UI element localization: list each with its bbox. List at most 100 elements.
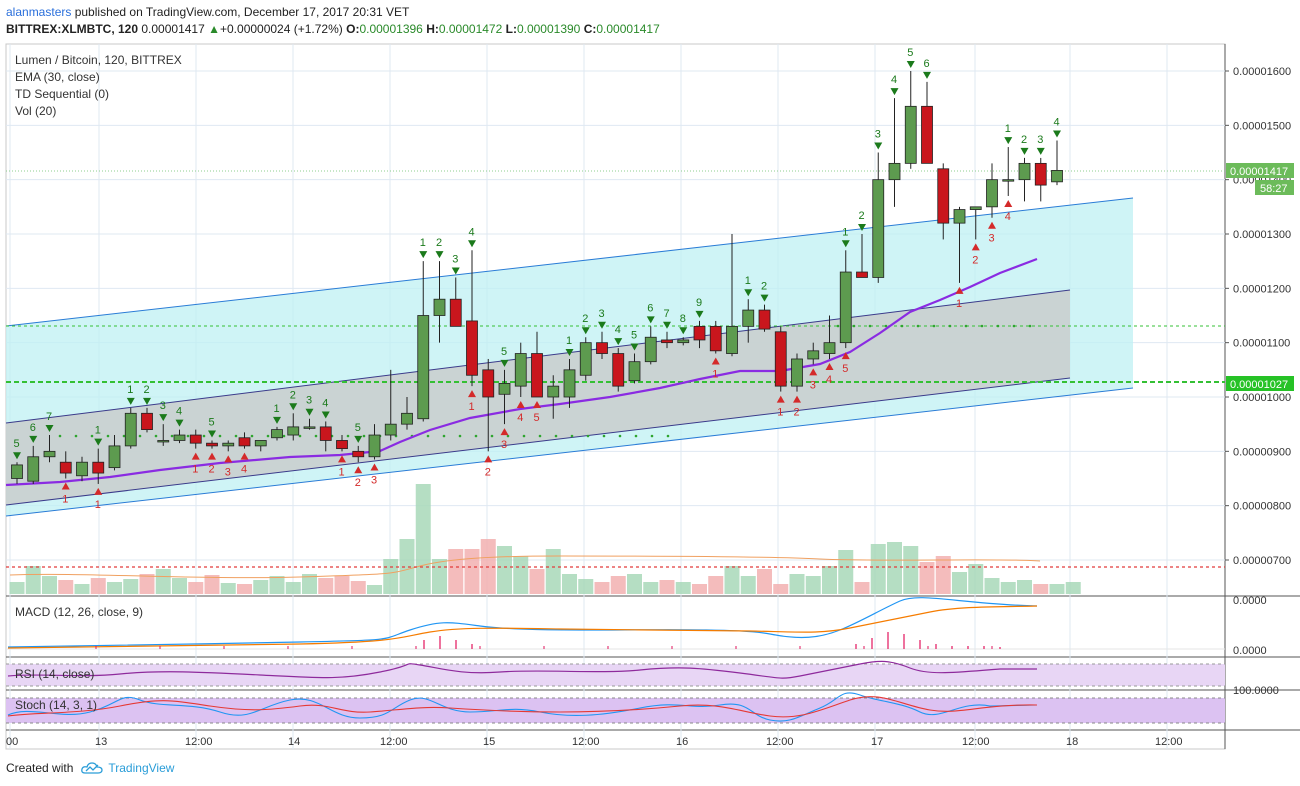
td-sell-count-label: 9 bbox=[696, 297, 702, 309]
volume-bar bbox=[285, 582, 301, 594]
time-tick-label: 18 bbox=[1066, 736, 1078, 748]
candle-body[interactable] bbox=[774, 331, 787, 387]
candle-body[interactable] bbox=[43, 450, 56, 458]
candle-body[interactable] bbox=[336, 440, 348, 450]
price-tick-label: 0.00001500 bbox=[1233, 120, 1291, 132]
author-link[interactable]: alanmasters bbox=[6, 5, 72, 19]
td-sell-setup-marker bbox=[841, 240, 850, 248]
candle-body[interactable] bbox=[157, 440, 170, 443]
footer: Created with TradingView bbox=[6, 761, 174, 775]
volume-bar bbox=[984, 578, 1000, 594]
last-price-tag-text: 0.00001417 bbox=[1230, 166, 1288, 178]
candle-body[interactable] bbox=[1018, 162, 1031, 181]
candle-body[interactable] bbox=[791, 358, 803, 387]
candle-body[interactable] bbox=[921, 105, 933, 164]
candle-body[interactable] bbox=[108, 445, 121, 469]
candle-body[interactable] bbox=[124, 412, 137, 447]
candle-body[interactable] bbox=[888, 162, 901, 181]
candle-body[interactable] bbox=[709, 325, 722, 352]
candle-body[interactable] bbox=[677, 339, 690, 344]
candle-body[interactable] bbox=[141, 412, 153, 430]
td-sell-setup-marker bbox=[29, 435, 38, 443]
candle-body[interactable] bbox=[76, 461, 88, 477]
candle-body[interactable] bbox=[514, 353, 527, 387]
candle-body[interactable] bbox=[384, 423, 397, 436]
open-value: 0.00001396 bbox=[359, 22, 423, 36]
candle-body[interactable] bbox=[839, 271, 852, 344]
time-tick-label: 14 bbox=[288, 736, 300, 748]
candle-body[interactable] bbox=[563, 369, 576, 398]
candle-body[interactable] bbox=[271, 429, 283, 439]
td-sell-count-label: 7 bbox=[664, 308, 670, 320]
candle-body[interactable] bbox=[937, 168, 950, 224]
brand-label: TradingView bbox=[108, 761, 175, 775]
candle-body[interactable] bbox=[807, 350, 820, 360]
candle-body[interactable] bbox=[222, 442, 235, 447]
candle-body[interactable] bbox=[498, 383, 511, 395]
candle-body[interactable] bbox=[644, 336, 657, 363]
candle-body[interactable] bbox=[238, 437, 251, 447]
volume-bar bbox=[968, 564, 984, 594]
candle-body[interactable] bbox=[742, 309, 755, 327]
candle-body[interactable] bbox=[1034, 162, 1047, 186]
volume-bar bbox=[253, 580, 269, 594]
candle-body[interactable] bbox=[173, 434, 186, 441]
candle-body[interactable] bbox=[628, 361, 641, 382]
candle-body[interactable] bbox=[547, 385, 560, 398]
candle-body[interactable] bbox=[823, 342, 836, 354]
candle-body[interactable] bbox=[401, 412, 413, 425]
price-tick-label: 0.00001300 bbox=[1233, 229, 1291, 241]
candle-body[interactable] bbox=[303, 426, 316, 429]
volume-bar bbox=[139, 574, 155, 594]
td-sell-setup-marker bbox=[1036, 147, 1045, 155]
candle-body[interactable] bbox=[11, 464, 23, 479]
candle-body[interactable] bbox=[92, 461, 105, 474]
td-buy-count-label: 3 bbox=[989, 233, 995, 245]
td-sell-count-label: 4 bbox=[891, 74, 897, 86]
candle-body[interactable] bbox=[904, 105, 917, 164]
candle-body[interactable] bbox=[612, 353, 625, 387]
candle-body[interactable] bbox=[433, 298, 446, 316]
candle-body[interactable] bbox=[368, 434, 381, 458]
candle-body[interactable] bbox=[1002, 179, 1015, 182]
time-tick-label: 12:00 bbox=[572, 736, 600, 748]
candle-body[interactable] bbox=[449, 298, 462, 327]
candle-body[interactable] bbox=[206, 442, 218, 447]
candle-body[interactable] bbox=[482, 369, 495, 398]
candle-body[interactable] bbox=[596, 342, 608, 354]
candle-body[interactable] bbox=[189, 434, 202, 444]
td-support-dot bbox=[522, 434, 526, 438]
candle-body[interactable] bbox=[531, 353, 543, 398]
candle-body[interactable] bbox=[319, 426, 332, 441]
candle-body[interactable] bbox=[726, 325, 738, 354]
candle-body[interactable] bbox=[969, 206, 982, 210]
candle-body[interactable] bbox=[693, 325, 706, 341]
candle-body[interactable] bbox=[1051, 170, 1063, 183]
candle-body[interactable] bbox=[254, 440, 267, 447]
candle-body[interactable] bbox=[856, 271, 868, 278]
candle-body[interactable] bbox=[59, 461, 72, 474]
candle-body[interactable] bbox=[27, 456, 40, 482]
tradingview-link[interactable]: TradingView bbox=[81, 761, 174, 775]
candle-body[interactable] bbox=[417, 315, 430, 420]
td-buy-setup-marker bbox=[338, 455, 346, 463]
candle-body[interactable] bbox=[287, 426, 300, 436]
candle-body[interactable] bbox=[953, 209, 966, 224]
candle-body[interactable] bbox=[758, 309, 771, 330]
td-sell-setup-marker bbox=[273, 416, 281, 424]
candle-body[interactable] bbox=[872, 179, 885, 278]
candle-body[interactable] bbox=[986, 179, 998, 208]
candle-body[interactable] bbox=[661, 339, 673, 344]
td-sell-count-label: 1 bbox=[745, 275, 751, 287]
candle-body[interactable] bbox=[579, 342, 592, 376]
td-buy-setup-marker bbox=[224, 455, 233, 463]
support-price-tag bbox=[1226, 376, 1294, 391]
td-resistance-dot bbox=[1028, 324, 1032, 328]
td-sell-setup-marker bbox=[1004, 137, 1013, 145]
time-tick-label: 15 bbox=[483, 736, 495, 748]
legend-rsi: RSI (14, close) bbox=[15, 667, 95, 681]
td-support-dot bbox=[442, 434, 446, 438]
candle-body[interactable] bbox=[352, 450, 365, 458]
candle-body[interactable] bbox=[466, 320, 478, 376]
